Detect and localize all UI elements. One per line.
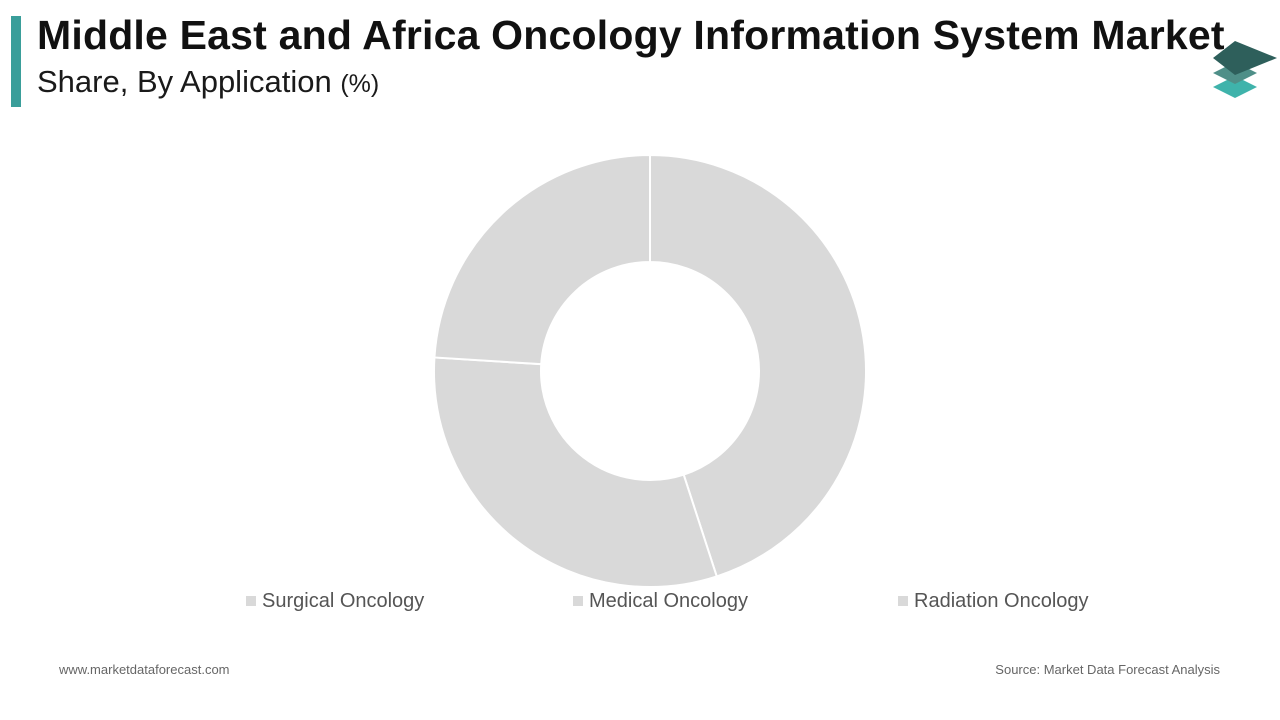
legend-swatch — [573, 596, 583, 606]
legend-item-radiation-oncology: Radiation Oncology — [898, 588, 1089, 614]
legend-item-surgical-oncology: Surgical Oncology — [246, 588, 424, 614]
logo-layer-bottom — [1213, 76, 1257, 98]
legend-label: Medical Oncology — [589, 589, 748, 612]
slice-radiation-oncology — [433, 153, 651, 366]
legend-item-medical-oncology: Medical Oncology — [573, 588, 748, 614]
legend-swatch — [246, 596, 256, 606]
slice-surgical-oncology — [649, 153, 867, 578]
chart-subtitle: Share, By Application (%) — [37, 64, 379, 100]
legend-label: Surgical Oncology — [262, 589, 425, 612]
slice-medical-oncology — [433, 356, 719, 588]
title-accent-bar — [11, 16, 21, 107]
chart-title: Middle East and Africa Oncology Informat… — [37, 12, 1225, 58]
subtitle-text: Share, By Application — [37, 64, 332, 99]
stacked-layers-logo-icon — [1213, 41, 1277, 98]
subtitle-unit: (%) — [340, 70, 380, 98]
website-link[interactable]: www.marketdataforecast.com — [59, 662, 230, 677]
legend-swatch — [898, 596, 908, 606]
logo-layer-top — [1213, 41, 1277, 75]
source-note: Source: Market Data Forecast Analysis — [995, 662, 1220, 677]
legend-label: Radiation Oncology — [914, 589, 1089, 612]
